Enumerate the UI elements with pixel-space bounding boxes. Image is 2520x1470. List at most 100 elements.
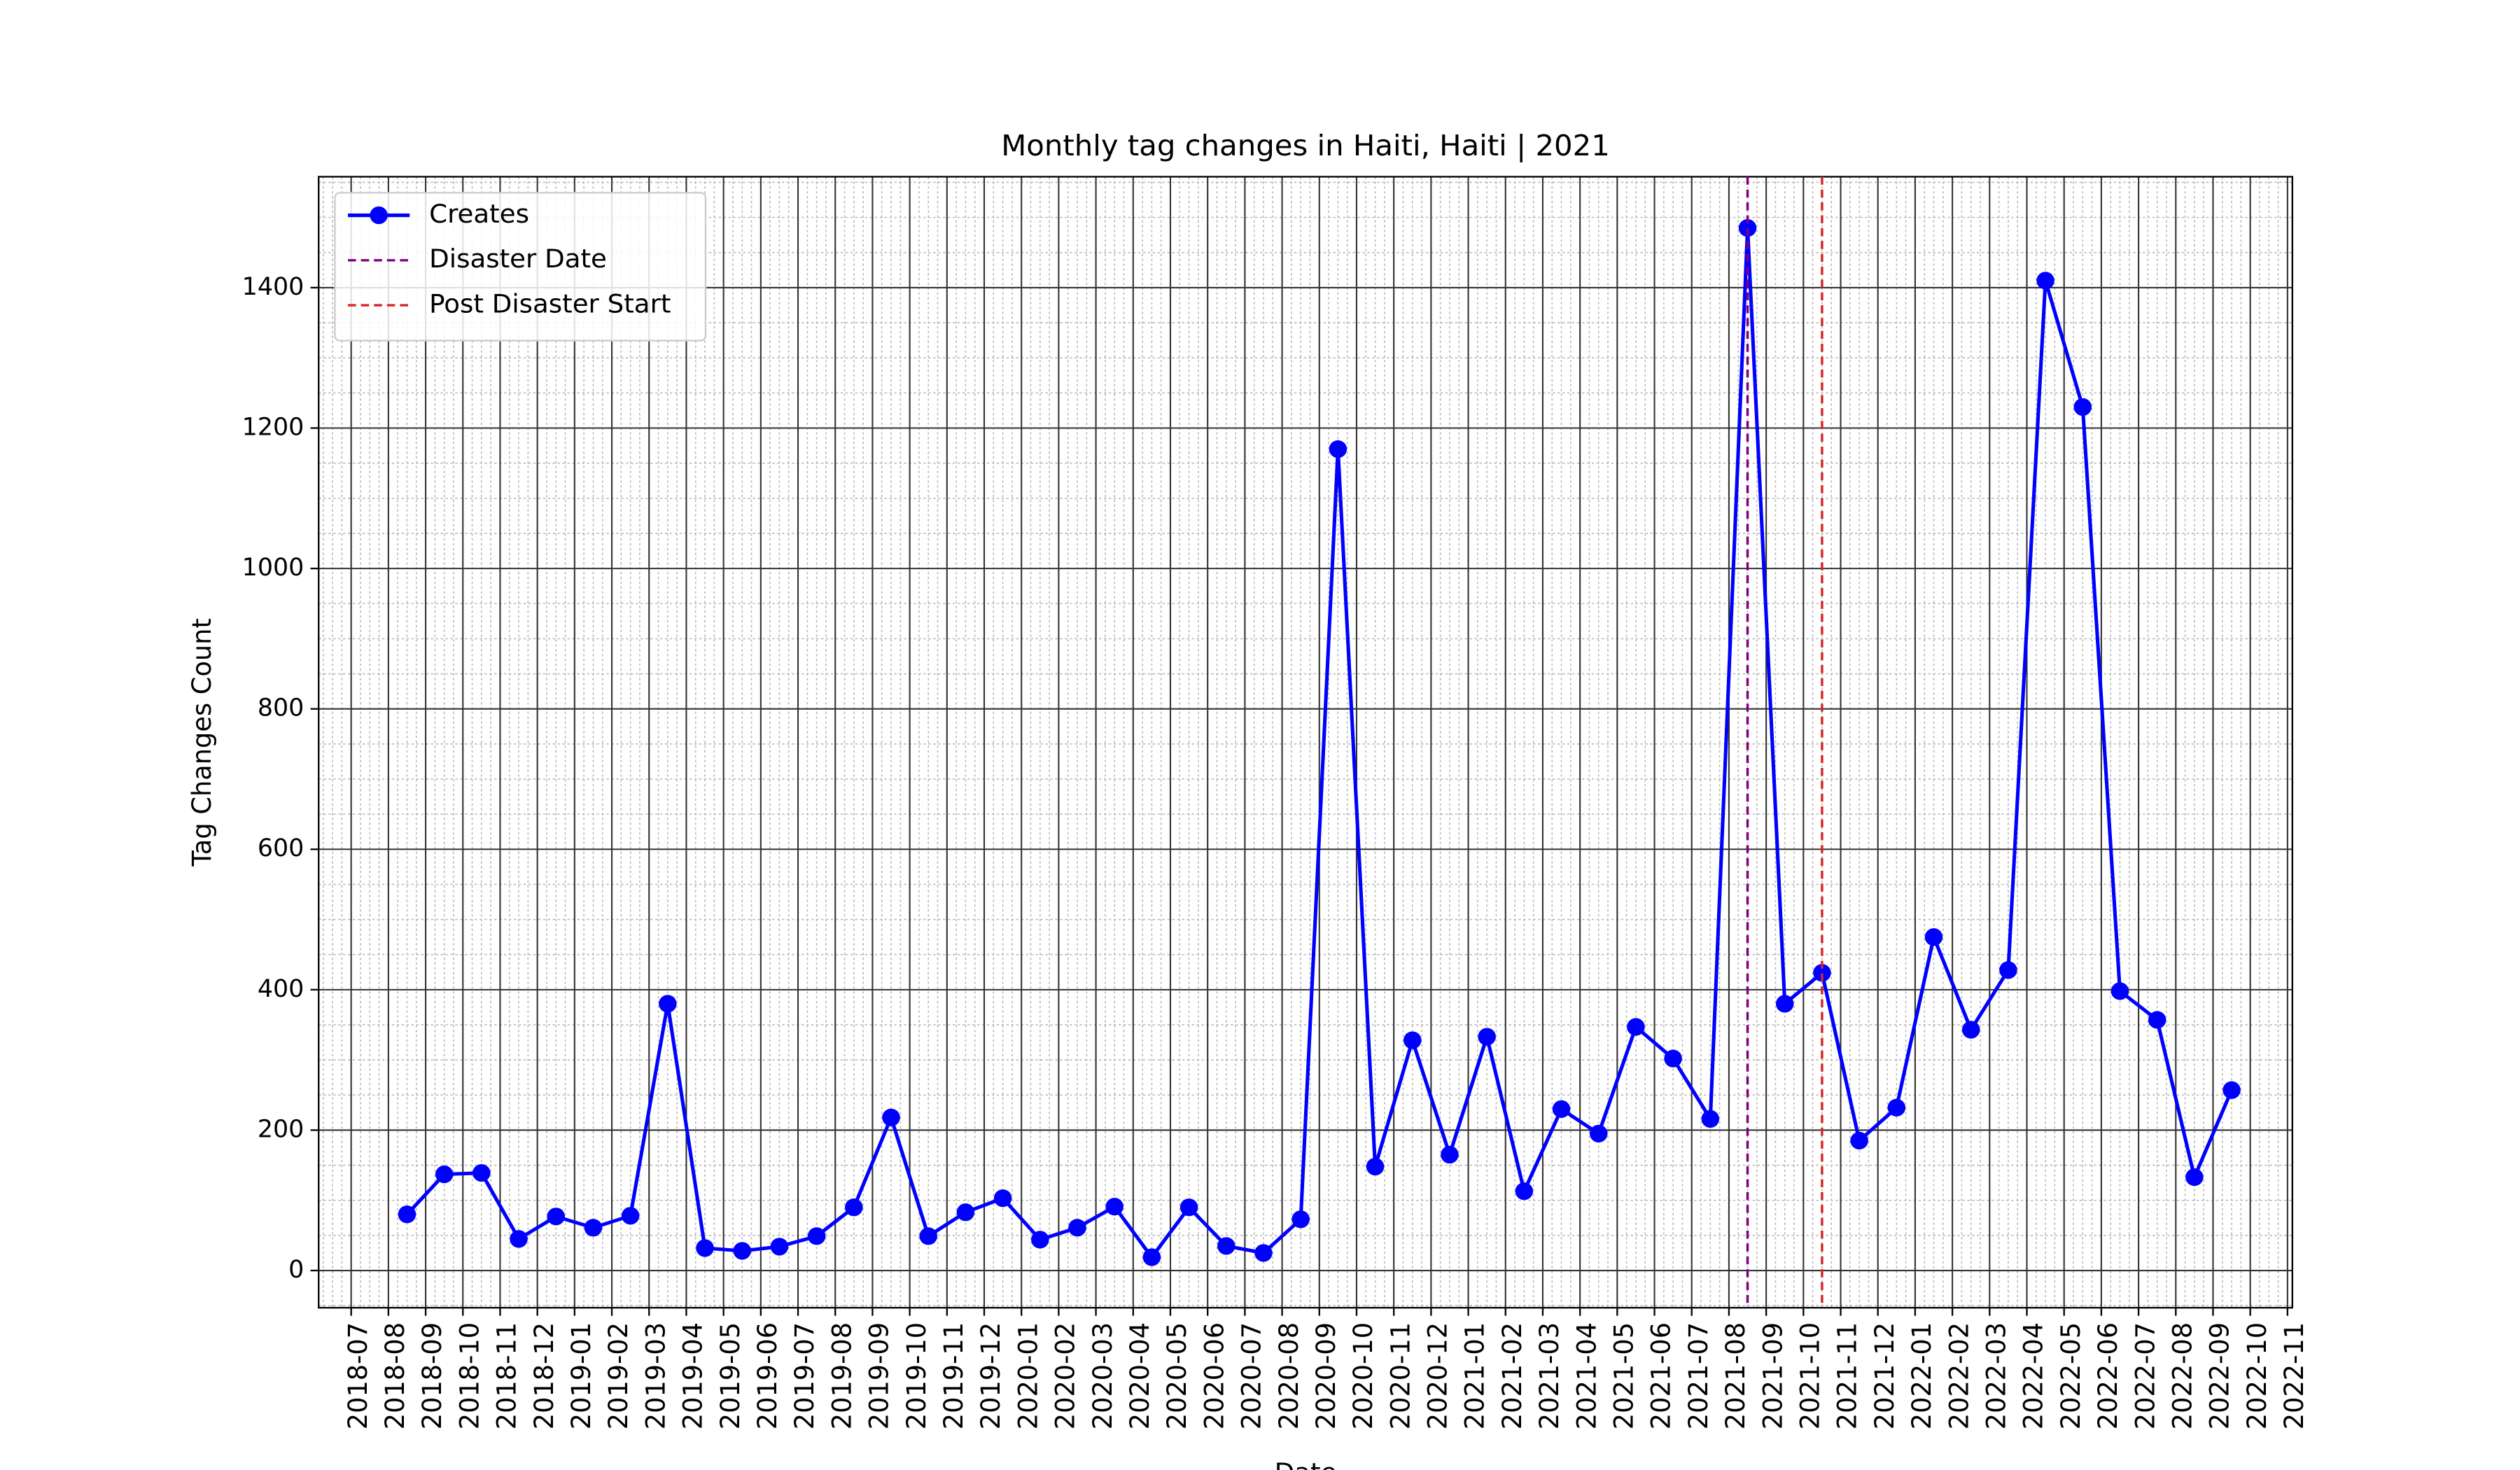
x-tick-label: 2022-07 — [2130, 1322, 2160, 1429]
y-axis-label: Tag Changes Count — [187, 618, 217, 867]
x-tick-label: 2022-01 — [1907, 1322, 1937, 1429]
x-tick-label: 2019-09 — [864, 1322, 894, 1429]
x-tick-label: 2021-02 — [1497, 1322, 1527, 1429]
data-point — [1589, 1124, 1608, 1143]
x-tick-label: 2021-11 — [1832, 1322, 1862, 1429]
x-tick-label: 2018-09 — [417, 1322, 447, 1429]
data-point — [882, 1108, 900, 1127]
x-tick-label: 2020-08 — [1274, 1322, 1304, 1429]
x-tick-label: 2021-03 — [1534, 1322, 1564, 1429]
legend-label: Disaster Date — [429, 244, 607, 274]
x-tick-label: 2020-12 — [1422, 1322, 1452, 1429]
data-point — [584, 1219, 603, 1237]
x-tick-label: 2020-05 — [1162, 1322, 1192, 1429]
data-point — [2110, 982, 2129, 1000]
y-tick-label: 1200 — [242, 414, 304, 442]
data-point — [510, 1230, 528, 1248]
data-point — [1999, 961, 2017, 979]
data-point — [696, 1239, 714, 1257]
data-point — [1292, 1210, 1310, 1228]
data-point — [919, 1227, 937, 1245]
data-point — [1887, 1098, 1906, 1116]
y-tick-label: 400 — [258, 975, 304, 1003]
x-tick-label: 2022-09 — [2204, 1322, 2234, 1429]
x-tick-label: 2020-07 — [1236, 1322, 1266, 1429]
data-point — [1552, 1100, 1571, 1118]
data-point — [621, 1207, 640, 1225]
x-tick-label: 2019-01 — [566, 1322, 596, 1429]
x-tick-label: 2019-07 — [790, 1322, 820, 1429]
y-tick-label: 800 — [258, 694, 304, 722]
data-point — [1515, 1182, 1534, 1200]
x-tick-label: 2021-10 — [1795, 1322, 1825, 1429]
x-tick-label: 2018-08 — [380, 1322, 410, 1429]
x-tick-label: 2018-11 — [491, 1322, 522, 1429]
x-tick-label: 2019-06 — [752, 1322, 783, 1429]
data-point — [733, 1242, 752, 1260]
plot-frame — [318, 176, 2294, 1309]
legend-label: Post Disaster Start — [429, 289, 671, 319]
x-tick-label: 2019-12 — [976, 1322, 1006, 1429]
x-tick-label: 2021-05 — [1609, 1322, 1639, 1429]
data-point — [1738, 219, 1757, 237]
x-tick-label: 2022-08 — [2167, 1322, 2197, 1429]
legend-swatch — [370, 206, 388, 225]
x-tick-label: 2022-04 — [2018, 1322, 2048, 1429]
x-tick-label: 2020-03 — [1088, 1322, 1118, 1429]
data-point — [807, 1227, 826, 1245]
legend-box — [334, 192, 707, 342]
data-point — [472, 1164, 491, 1182]
data-point — [1254, 1244, 1273, 1262]
data-point — [1142, 1248, 1161, 1266]
data-point — [1031, 1231, 1049, 1249]
data-point — [2036, 272, 2054, 290]
data-point — [2073, 398, 2092, 416]
x-tick-label: 2022-02 — [1944, 1322, 1974, 1429]
legend-label: Creates — [429, 199, 529, 229]
data-point — [659, 995, 677, 1013]
x-tick-label: 2021-12 — [1870, 1322, 1900, 1429]
x-tick-label: 2019-08 — [827, 1322, 857, 1429]
x-axis-label: Date — [1275, 1457, 1337, 1470]
data-point — [1403, 1031, 1422, 1049]
x-tick-label: 2018-07 — [343, 1322, 373, 1429]
data-point — [435, 1166, 454, 1184]
x-tick-label: 2021-08 — [1721, 1322, 1751, 1429]
x-tick-label: 2020-06 — [1199, 1322, 1229, 1429]
y-tick-label: 0 — [288, 1256, 304, 1284]
data-point — [1701, 1110, 1720, 1128]
x-tick-label: 2019-10 — [902, 1322, 932, 1429]
data-point — [1068, 1219, 1086, 1237]
x-tick-label: 2019-11 — [939, 1322, 969, 1429]
x-tick-label: 2022-11 — [2279, 1322, 2309, 1429]
data-point — [2185, 1168, 2204, 1186]
y-tick-label: 1400 — [242, 273, 304, 301]
x-tick-label: 2021-09 — [1758, 1322, 1788, 1429]
data-point — [1441, 1145, 1459, 1164]
x-tick-label: 2018-10 — [454, 1322, 484, 1429]
y-tick-label: 200 — [258, 1116, 304, 1144]
data-point — [956, 1203, 975, 1222]
y-tick-label: 1000 — [242, 554, 304, 582]
x-tick-label: 2022-03 — [1981, 1322, 2011, 1429]
data-point — [1850, 1131, 1868, 1150]
data-point — [1105, 1198, 1124, 1216]
x-tick-label: 2021-07 — [1684, 1322, 1714, 1429]
y-tick-label: 600 — [258, 834, 304, 862]
x-tick-label: 2020-02 — [1050, 1322, 1080, 1429]
x-tick-label: 2022-10 — [2242, 1322, 2272, 1429]
data-point — [1924, 928, 1943, 946]
x-tick-label: 2022-06 — [2093, 1322, 2123, 1429]
data-point — [1961, 1021, 1980, 1039]
data-point — [1813, 964, 1831, 982]
data-point — [2148, 1011, 2166, 1029]
x-tick-label: 2021-06 — [1646, 1322, 1676, 1429]
x-tick-label: 2020-01 — [1013, 1322, 1043, 1429]
x-tick-label: 2018-12 — [529, 1322, 559, 1429]
data-point — [993, 1189, 1012, 1208]
data-point — [1180, 1198, 1198, 1217]
data-point — [398, 1205, 416, 1224]
x-tick-label: 2022-05 — [2056, 1322, 2086, 1429]
data-point — [770, 1238, 789, 1256]
